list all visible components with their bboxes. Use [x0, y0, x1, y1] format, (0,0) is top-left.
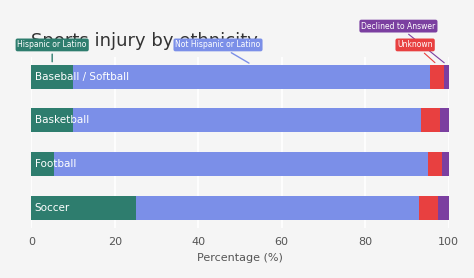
- Bar: [444, 64, 448, 89]
- Bar: [430, 64, 444, 89]
- Text: Unknown: Unknown: [397, 40, 435, 63]
- Bar: [440, 108, 448, 132]
- Bar: [54, 152, 428, 176]
- Text: Declined to Answer: Declined to Answer: [361, 22, 444, 63]
- Bar: [31, 64, 73, 89]
- Text: Soccer: Soccer: [35, 203, 70, 213]
- Bar: [419, 196, 438, 220]
- Bar: [73, 64, 430, 89]
- Text: Basketball: Basketball: [35, 115, 89, 125]
- Text: Not Hispanic or Latino: Not Hispanic or Latino: [175, 40, 261, 63]
- Text: Sports injury by ethnicity: Sports injury by ethnicity: [31, 32, 258, 50]
- Bar: [438, 196, 448, 220]
- Bar: [442, 152, 448, 176]
- Bar: [73, 108, 421, 132]
- Text: Hispanic or Latino: Hispanic or Latino: [18, 40, 87, 62]
- Bar: [31, 196, 136, 220]
- Bar: [428, 152, 442, 176]
- Text: Baseball / Softball: Baseball / Softball: [35, 71, 129, 81]
- Bar: [31, 108, 73, 132]
- Bar: [31, 152, 54, 176]
- Bar: [136, 196, 419, 220]
- Text: Football: Football: [35, 159, 76, 169]
- X-axis label: Percentage (%): Percentage (%): [197, 253, 283, 263]
- Bar: [421, 108, 440, 132]
